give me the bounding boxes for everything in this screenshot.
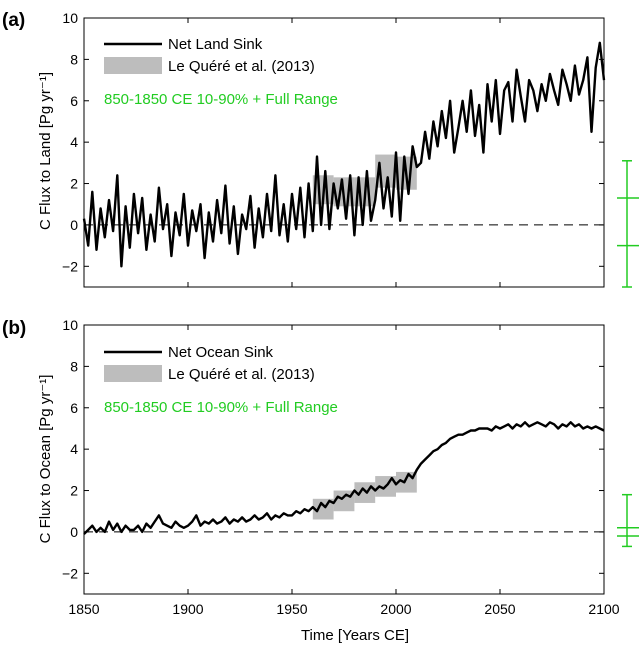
panel-a-plot: −2 0 2 4 6 8 10 (62, 10, 639, 288)
legend-obs-swatch (104, 365, 162, 382)
panel-b-plot: −2 0 2 4 6 8 10 1850 1900 1950 2000 2050 2100 (62, 317, 639, 617)
x-tick-label: 2050 (484, 601, 515, 617)
plot-frame (83, 17, 605, 288)
legend-obs-swatch (104, 57, 162, 74)
y-tick-label: 2 (70, 176, 78, 192)
series-line (83, 421, 605, 535)
y-tick-label: 8 (70, 358, 78, 374)
y-tick-label: 6 (70, 400, 78, 416)
x-axis-label: Time [Years CE] (301, 627, 409, 644)
legend-series-label: Net Ocean Sink (168, 344, 274, 361)
x-tick-label: 1950 (276, 601, 307, 617)
legend-obs-label: Le Quéré et al. (2013) (168, 366, 315, 383)
y-tick-label: 2 (70, 483, 78, 499)
y-tick-label: −2 (62, 565, 78, 581)
x-tick-label: 1850 (68, 601, 99, 617)
x-tick-label: 2000 (380, 601, 411, 617)
panel-a-ylabel: C Flux to Land [Pg yr⁻¹] (37, 72, 54, 230)
y-tick-label: 0 (70, 524, 78, 540)
panel-b-ylabel: C Flux to Ocean [Pg yr⁻¹] (37, 375, 54, 544)
x-tick-label: 1900 (172, 601, 203, 617)
legend-range-label: 850-1850 CE 10-90% + Full Range (104, 91, 338, 108)
y-tick-label: 4 (70, 134, 78, 150)
y-tick-label: −2 (62, 258, 78, 274)
x-tick-label: 2100 (588, 601, 619, 617)
y-tick-label: 0 (70, 217, 78, 233)
series-line (82, 41, 606, 268)
y-tick-label: 4 (70, 441, 78, 457)
y-tick-label: 10 (62, 10, 78, 26)
plot-frame (83, 324, 605, 595)
legend-obs-label: Le Quéré et al. (2013) (168, 58, 315, 75)
panel-a-legend: Net Land Sink Le Quéré et al. (2013) 850… (104, 36, 338, 108)
panel-a: (a) C Flux to Land [Pg yr⁻¹] −2 0 2 4 6 8 10 N… (2, 10, 639, 288)
y-tick-label: 10 (62, 317, 78, 333)
y-tick-label: 6 (70, 93, 78, 109)
panel-b-legend: Net Ocean Sink Le Quéré et al. (2013) 85… (104, 344, 338, 416)
legend-series-label: Net Land Sink (168, 36, 263, 53)
legend-range-label: 850-1850 CE 10-90% + Full Range (104, 399, 338, 416)
y-tick-label: 8 (70, 51, 78, 67)
panel-b-label: (b) (2, 318, 26, 339)
panel-a-label: (a) (2, 10, 25, 31)
panel-b: (b) C Flux to Ocean [Pg yr⁻¹] −2 0 2 4 6 8 10 1… (2, 317, 639, 617)
